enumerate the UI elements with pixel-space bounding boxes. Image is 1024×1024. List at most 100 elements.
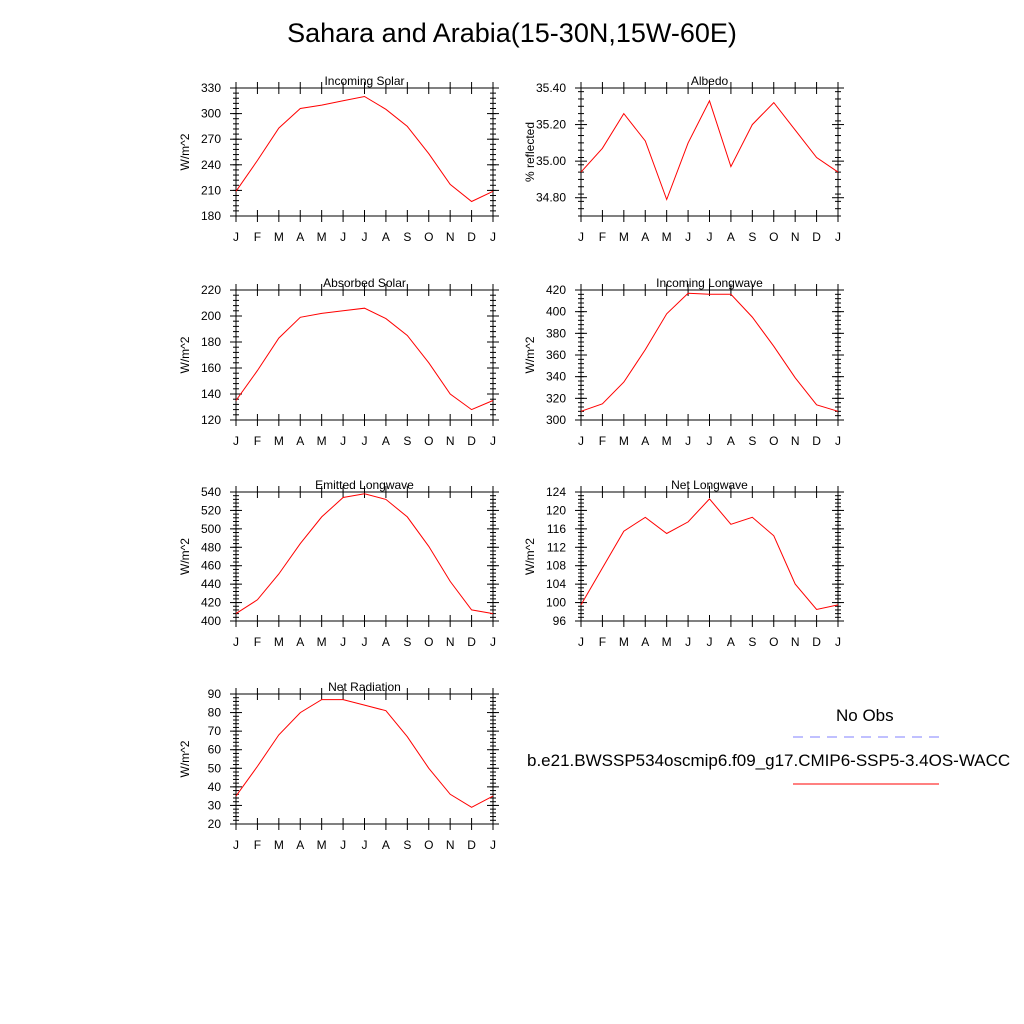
x-tick-label: A [296,230,304,244]
y-tick-label: 35.00 [536,154,566,168]
x-tick-label: F [599,434,606,448]
y-axis-label: W/m^2 [178,133,192,170]
y-tick-label: 40 [208,780,222,794]
y-axis-label: % reflected [523,122,537,182]
series-line [235,699,494,808]
x-tick-label: J [362,230,368,244]
chart-title: Albedo [691,74,729,88]
y-tick-label: 35.20 [536,118,566,132]
x-tick-label: M [662,434,672,448]
y-tick-label: 200 [201,309,221,323]
x-tick-label: M [619,230,629,244]
x-tick-label: A [382,230,390,244]
y-tick-label: 300 [546,413,566,427]
x-tick-label: J [707,434,713,448]
x-tick-label: N [791,434,800,448]
page-title: Sahara and Arabia(15-30N,15W-60E) [287,18,737,48]
chart-title: Absorbed Solar [323,276,406,290]
x-tick-label: A [296,434,304,448]
x-tick-label: S [403,230,411,244]
plot-frame [580,87,839,217]
y-tick-label: 330 [201,81,221,95]
y-tick-label: 108 [546,559,566,573]
x-tick-label: J [685,230,691,244]
x-tick-label: F [254,434,261,448]
x-tick-label: M [317,230,327,244]
x-tick-label: J [233,635,239,649]
x-tick-label: M [274,838,284,852]
x-tick-label: D [812,434,821,448]
y-tick-label: 420 [546,283,566,297]
x-tick-label: J [707,230,713,244]
x-tick-label: O [424,635,433,649]
x-tick-label: N [446,635,455,649]
x-tick-label: M [619,434,629,448]
y-tick-label: 460 [201,559,221,573]
series-line [580,292,839,412]
x-tick-label: J [340,434,346,448]
x-tick-label: J [233,838,239,852]
x-tick-label: N [446,434,455,448]
y-tick-label: 20 [208,817,222,831]
y-tick-label: 160 [201,361,221,375]
x-tick-label: A [641,635,649,649]
y-tick-label: 400 [546,305,566,319]
y-tick-label: 180 [201,335,221,349]
y-tick-label: 300 [201,107,221,121]
y-tick-label: 35.40 [536,81,566,95]
y-tick-label: 520 [201,503,221,517]
x-tick-label: J [707,635,713,649]
x-tick-label: J [578,434,584,448]
x-tick-label: J [835,230,841,244]
y-tick-label: 80 [208,706,222,720]
y-tick-label: 380 [546,326,566,340]
x-tick-label: M [662,635,672,649]
y-tick-label: 180 [201,209,221,223]
x-tick-label: S [748,635,756,649]
y-tick-label: 360 [546,348,566,362]
y-tick-label: 60 [208,743,222,757]
x-tick-label: S [748,230,756,244]
x-tick-label: J [490,230,496,244]
x-tick-label: M [317,635,327,649]
y-axis-label: W/m^2 [523,538,537,575]
y-tick-label: 100 [546,596,566,610]
x-tick-label: M [317,434,327,448]
chart-title: Net Longwave [671,478,748,492]
x-tick-label: S [403,635,411,649]
x-tick-label: J [685,434,691,448]
x-tick-label: O [769,434,778,448]
x-tick-label: A [382,635,390,649]
y-axis-label: W/m^2 [523,336,537,373]
x-tick-label: D [467,230,476,244]
x-tick-label: J [490,434,496,448]
y-tick-label: 104 [546,577,566,591]
y-tick-label: 90 [208,687,222,701]
series-line [580,498,839,611]
x-tick-label: D [467,838,476,852]
x-tick-label: N [791,635,800,649]
x-tick-label: O [769,635,778,649]
x-tick-label: A [727,635,735,649]
x-tick-label: M [274,230,284,244]
y-tick-label: 340 [546,370,566,384]
x-tick-label: J [835,434,841,448]
plot-frame [580,491,839,622]
y-tick-label: 70 [208,724,222,738]
x-tick-label: J [362,635,368,649]
y-tick-label: 120 [201,413,221,427]
y-tick-label: 120 [546,503,566,517]
x-tick-label: D [467,434,476,448]
x-tick-label: J [578,635,584,649]
chart-title: Incoming Longwave [656,276,763,290]
x-tick-label: J [340,635,346,649]
plot-frame [235,87,494,217]
plot-frame [235,289,494,421]
x-tick-label: M [317,838,327,852]
x-tick-label: A [382,838,390,852]
x-tick-label: A [296,635,304,649]
series-line [580,99,839,201]
